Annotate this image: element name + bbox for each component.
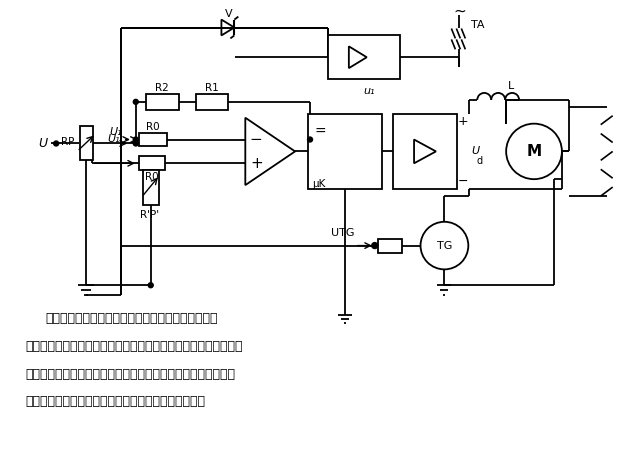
Circle shape (308, 137, 313, 142)
Text: R1: R1 (205, 83, 219, 93)
Bar (80, 125, 93, 160)
Bar (143, 170, 159, 205)
Text: R2: R2 (155, 83, 169, 93)
Text: +: + (250, 156, 263, 171)
Circle shape (148, 283, 153, 288)
Text: U: U (38, 137, 48, 150)
Circle shape (506, 124, 562, 179)
Text: TA: TA (471, 20, 485, 30)
Text: 中，为了提高调速的精度和动态性能，必须在系统中采用放大器，: 中，为了提高调速的精度和动态性能，必须在系统中采用放大器， (25, 340, 243, 353)
Text: R'P': R'P' (140, 210, 159, 220)
Bar (146, 94, 179, 110)
Circle shape (421, 222, 469, 269)
Text: UTG: UTG (331, 227, 355, 238)
Text: 常采用线性集成电路的运算放大器，它是一种放大倍数很高的直: 常采用线性集成电路的运算放大器，它是一种放大倍数很高的直 (25, 368, 235, 381)
Text: M: M (526, 144, 542, 159)
Text: 所示为采用运算放大器的调速系统框图。在调速系统: 所示为采用运算放大器的调速系统框图。在调速系统 (45, 312, 218, 325)
Text: U: U (471, 147, 479, 157)
Text: R0: R0 (145, 172, 159, 182)
Text: +: + (458, 115, 469, 128)
Bar (308, 114, 382, 189)
Text: u₁: u₁ (363, 86, 374, 96)
Text: 流放大器，接人负反馈，用来实现信号的综合和运算。: 流放大器，接人负反馈，用来实现信号的综合和运算。 (25, 395, 205, 408)
Circle shape (133, 141, 138, 146)
Text: RP: RP (60, 136, 74, 147)
Text: −: − (458, 175, 469, 188)
Text: ~: ~ (453, 3, 465, 18)
Circle shape (53, 141, 58, 146)
Text: μK: μK (312, 179, 326, 189)
Bar (392, 114, 457, 189)
Text: =: = (314, 125, 326, 139)
Bar (328, 35, 399, 79)
Text: U₁: U₁ (108, 133, 120, 143)
Text: −: − (250, 132, 263, 147)
Text: R0: R0 (146, 122, 160, 132)
Bar (139, 133, 167, 147)
Circle shape (372, 243, 378, 249)
Bar (196, 94, 228, 110)
Bar (378, 239, 401, 252)
Text: L: L (508, 81, 514, 91)
Text: V: V (225, 8, 232, 19)
Circle shape (133, 99, 138, 104)
Text: d: d (476, 157, 482, 166)
Polygon shape (245, 118, 295, 185)
Bar (139, 157, 165, 170)
Text: TG: TG (437, 241, 452, 251)
Text: U₁: U₁ (109, 126, 122, 137)
Circle shape (133, 137, 138, 142)
